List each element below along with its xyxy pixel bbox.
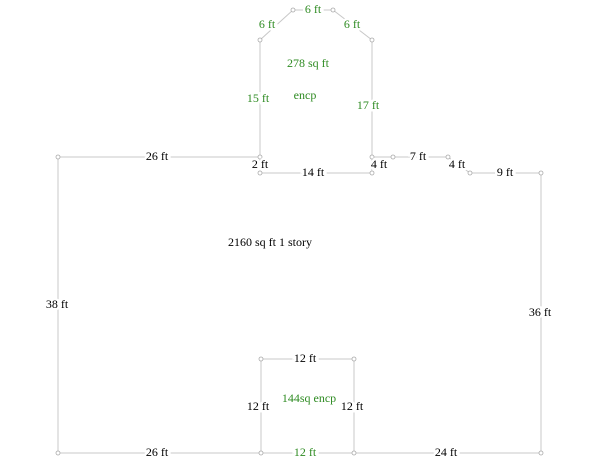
dimension: 12 ft [341, 399, 364, 413]
vertex [538, 450, 544, 456]
vertex [390, 154, 396, 160]
main-outline [57, 156, 542, 454]
vertex [445, 154, 451, 160]
vertex [538, 170, 544, 176]
dimension: 14 ft [302, 165, 325, 179]
dimension: 12 ft [247, 399, 270, 413]
dimension: 2 ft [252, 157, 269, 171]
dimension: 36 ft [529, 305, 552, 319]
dimension: 38 ft [46, 297, 69, 311]
vertex [257, 170, 263, 176]
dimension: 6 ft [344, 17, 361, 31]
vertex [351, 356, 357, 362]
vertex [257, 154, 263, 160]
room-label: encp [294, 88, 317, 102]
area-label: 278 sq ft [287, 56, 330, 70]
dimension: 6 ft [305, 2, 322, 16]
lower-enclosure-outline [260, 358, 355, 453]
vertex [369, 154, 375, 160]
vertex [258, 450, 264, 456]
vertex [258, 356, 264, 362]
dimension: 12 ft [294, 351, 317, 365]
vertex [369, 170, 375, 176]
dimension: 9 ft [497, 165, 514, 179]
vertex [467, 170, 473, 176]
vertex [351, 450, 357, 456]
area-label: 2160 sq ft 1 story [228, 235, 312, 249]
dimension: 6 ft [259, 17, 276, 31]
room-label: 144sq encp [282, 391, 336, 405]
vertex [55, 450, 61, 456]
outlines [57, 9, 542, 454]
vertex [55, 154, 61, 160]
upper-enclosure-outline [259, 9, 373, 157]
vertices [55, 7, 544, 456]
dimension: 26 ft [146, 149, 169, 163]
dimension: 12 ft [294, 445, 317, 459]
vertex [290, 7, 296, 13]
labels: 26 ft 2 ft 14 ft 4 ft 7 ft 4 ft 9 ft 36 … [43, 0, 554, 461]
dimension: 24 ft [435, 445, 458, 459]
dimension: 4 ft [449, 157, 466, 171]
vertex [369, 37, 375, 43]
dimension: 26 ft [146, 445, 169, 459]
dimension: 15 ft [247, 91, 270, 105]
dimension: 17 ft [357, 98, 380, 112]
vertex [257, 37, 263, 43]
dimension: 4 ft [371, 157, 388, 171]
dimension: 7 ft [410, 149, 427, 163]
vertex [330, 7, 336, 13]
